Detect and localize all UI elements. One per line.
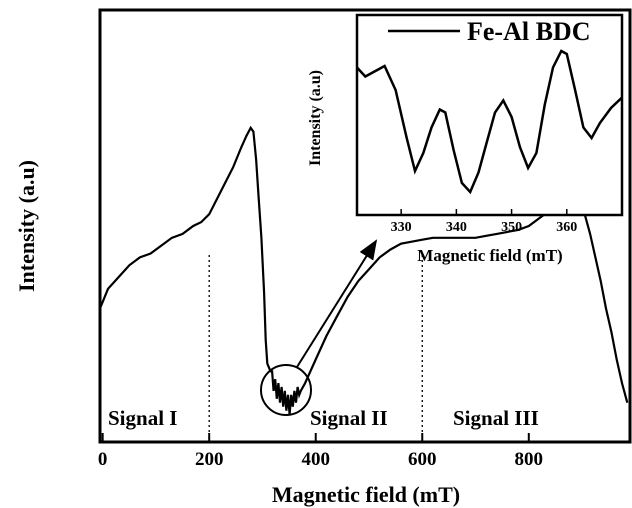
zoom-arrow	[296, 239, 378, 368]
main-plot-frame	[98, 8, 632, 444]
x-tick-label: 0	[98, 449, 108, 470]
signal-i-label: Signal I	[108, 406, 177, 430]
inset-x-tick-label: 350	[501, 220, 522, 235]
main-y-axis-label: Intensity (a.u)	[14, 160, 39, 292]
inset-x-tick-label: 340	[446, 220, 467, 235]
inset-x-ticks: 330 340 350 360	[391, 209, 577, 235]
main-x-ticks: 0 200 400 600 800	[98, 433, 543, 470]
inset-x-axis-label: Magnetic field (mT)	[417, 246, 562, 265]
x-tick-label: 400	[301, 449, 330, 470]
x-tick-label: 800	[515, 449, 544, 470]
signal-dividers	[208, 255, 423, 440]
x-tick-label: 200	[195, 449, 224, 470]
inset-x-tick-label: 330	[391, 220, 412, 235]
inset-series-line	[357, 49, 622, 195]
x-tick-label: 600	[408, 449, 437, 470]
inset-y-axis-label: Intensity (a.u)	[307, 70, 324, 166]
main-x-axis-label: Magnetic field (mT)	[272, 482, 460, 507]
zoom-circle	[260, 364, 312, 416]
signal-ii-label: Signal II	[310, 406, 388, 430]
signal-iii-label: Signal III	[453, 406, 539, 430]
legend-label: Fe-Al BDC	[467, 17, 590, 46]
inset-x-tick-label: 360	[556, 220, 577, 235]
